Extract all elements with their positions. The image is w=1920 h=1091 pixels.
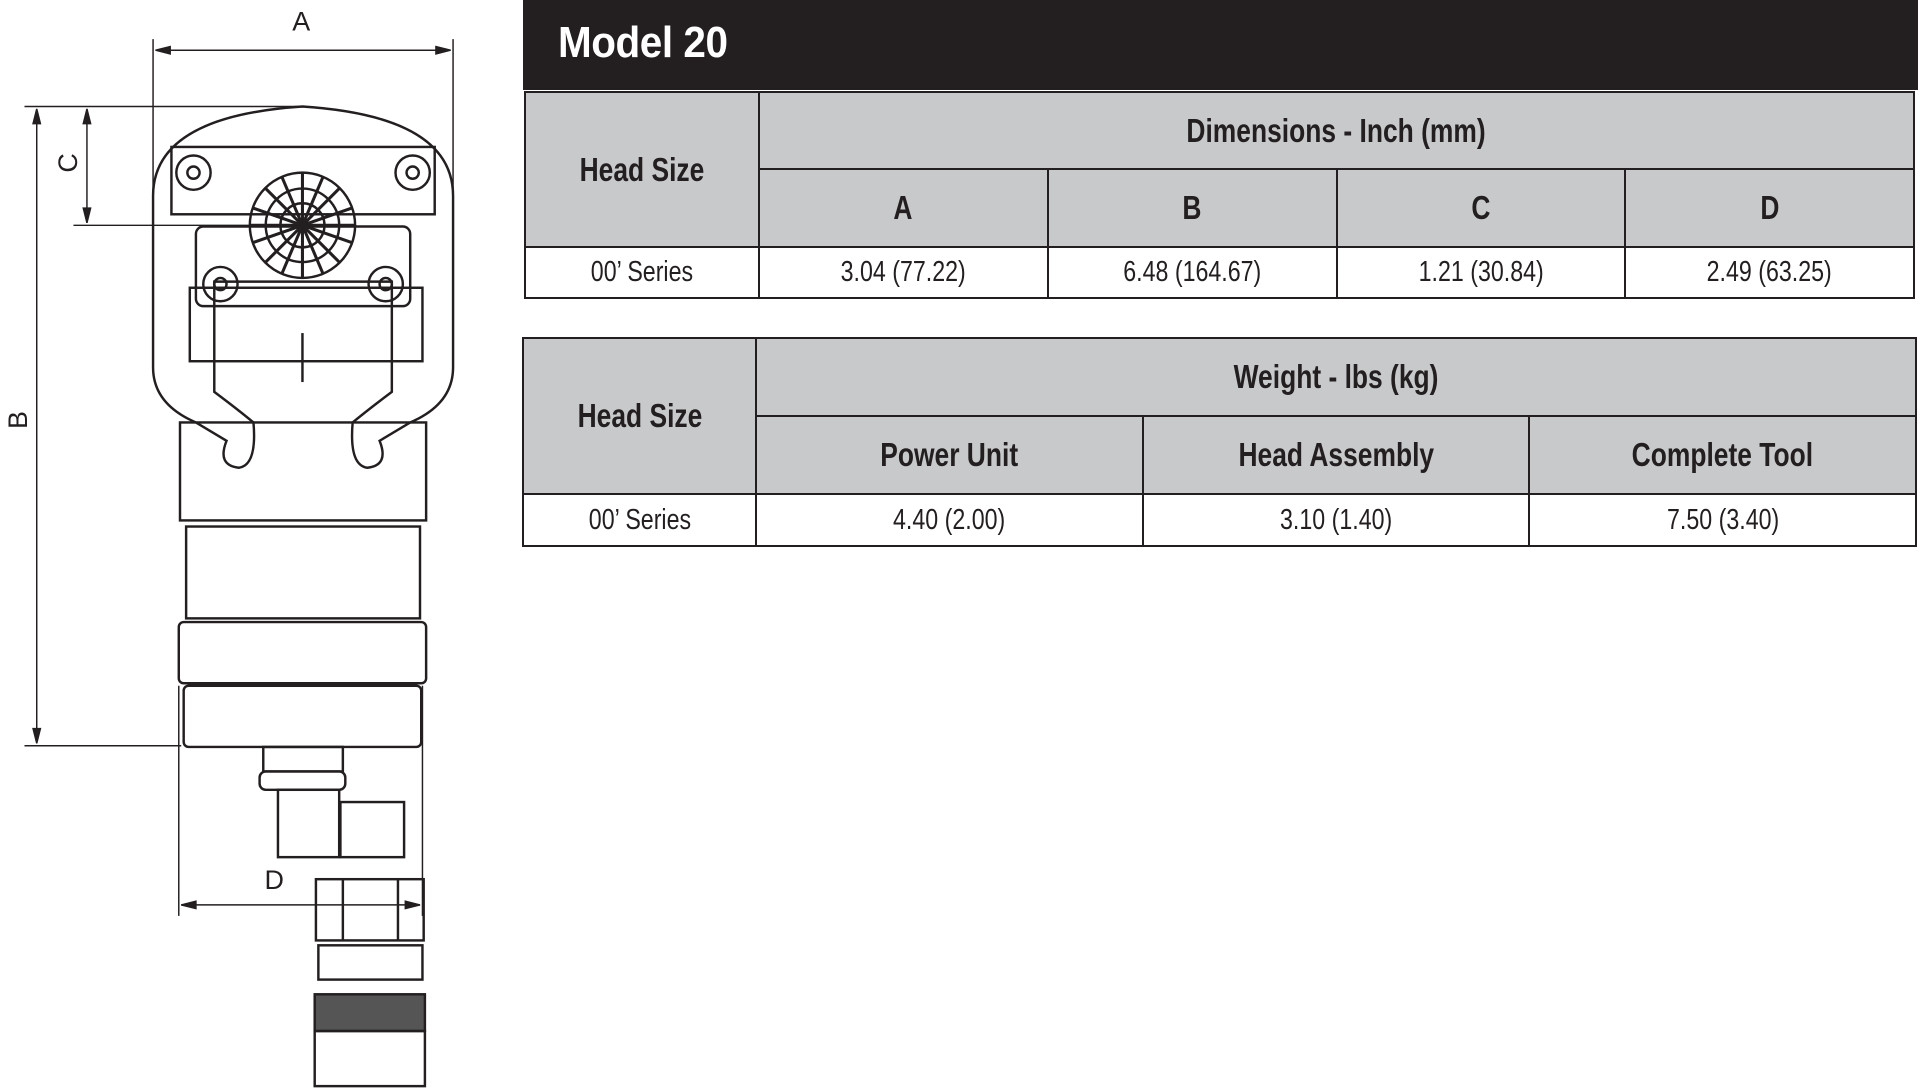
knurled-coupler <box>313 993 427 1033</box>
value-cell: 2.49 (63.25) <box>1624 246 1915 299</box>
label-c: C <box>53 153 83 172</box>
value-cell: 3.04 (77.22) <box>758 246 1049 299</box>
table-row: 00’ Series 4.40 (2.00) 3.10 (1.40) 7.50 … <box>522 493 1917 547</box>
column-header-b: B <box>1046 168 1338 248</box>
dimension-c <box>73 108 294 227</box>
dimension-b <box>24 105 301 747</box>
table-row: 00’ Series 3.04 (77.22) 6.48 (164.67) 1.… <box>524 246 1915 299</box>
title-bar: Model 20 <box>523 0 1918 90</box>
head-size-cell: 00’ Series <box>524 246 760 299</box>
column-header-a: A <box>758 168 1049 248</box>
column-header-head-assembly: Head Assembly <box>1141 415 1531 495</box>
column-header-d: D <box>1624 168 1915 248</box>
head-outline <box>151 105 455 469</box>
value-cell: 3.10 (1.40) <box>1141 493 1531 547</box>
tool-dimension-drawing: A B C D <box>3 7 455 1088</box>
dimensions-group-header: Dimensions - Inch (mm) <box>758 91 1915 170</box>
page-title: Model 20 <box>558 18 728 67</box>
head-size-header: Head Size <box>524 91 760 248</box>
value-cell: 4.40 (2.00) <box>755 493 1144 547</box>
column-header-complete-tool: Complete Tool <box>1528 415 1917 495</box>
column-header-c: C <box>1335 168 1627 248</box>
label-d: D <box>265 865 284 895</box>
value-cell: 1.21 (30.84) <box>1335 246 1627 299</box>
weight-table: Head Size Weight - lbs (kg) Power Unit H… <box>522 337 1917 547</box>
head-size-header: Head Size <box>522 337 757 495</box>
body-upper <box>178 421 428 522</box>
value-cell: 7.50 (3.40) <box>1528 493 1917 547</box>
label-b: B <box>3 411 33 429</box>
column-header-power-unit: Power Unit <box>755 415 1144 495</box>
dimensions-table: Head Size Dimensions - Inch (mm) A B C D… <box>524 91 1915 299</box>
value-cell: 6.48 (164.67) <box>1046 246 1338 299</box>
label-a: A <box>292 7 310 37</box>
head-size-cell: 00’ Series <box>522 493 757 547</box>
weight-group-header: Weight - lbs (kg) <box>755 337 1917 417</box>
